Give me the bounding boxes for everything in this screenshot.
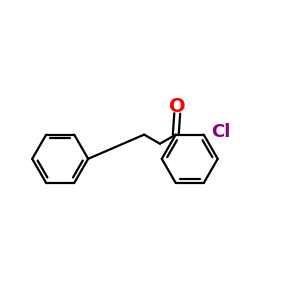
Text: O: O xyxy=(169,98,185,116)
Text: Cl: Cl xyxy=(211,123,230,141)
